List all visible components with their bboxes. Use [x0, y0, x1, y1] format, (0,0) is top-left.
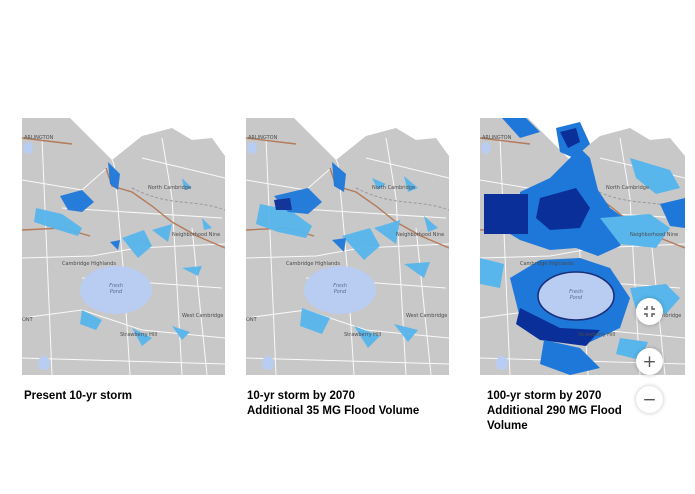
map-panel-10yr-2070: ARLINGTON North Cambridge Cambridge High…	[246, 118, 449, 375]
label-north-cambridge: North Cambridge	[372, 185, 416, 191]
label-strawberry-hill: Strawberry Hill	[578, 332, 616, 338]
caption-10yr-2070: 10-yr storm by 2070 Additional 35 MG Flo…	[247, 389, 447, 419]
map-image	[22, 118, 225, 375]
label-neighborhood-nine: Neighborhood Nine	[630, 232, 679, 238]
label-north-cambridge: North Cambridge	[606, 185, 650, 191]
label-arlington: ARLINGTON	[248, 135, 278, 141]
caption-line: 100-yr storm by 2070	[487, 390, 602, 402]
label-strawberry-hill: Strawberry Hill	[120, 332, 158, 338]
zoom-out-button[interactable]: −	[636, 386, 663, 413]
fit-view-button[interactable]	[636, 298, 663, 325]
fresh-pond	[80, 266, 152, 314]
caption-present-10yr: Present 10-yr storm	[24, 389, 224, 404]
fresh-pond	[304, 266, 376, 314]
zoom-in-button[interactable]: +	[636, 348, 663, 375]
label-arlington: ARLINGTON	[482, 135, 512, 141]
label-mont: ONT	[22, 317, 33, 323]
label-strawberry-hill: Strawberry Hill	[344, 332, 382, 338]
label-cambridge-highlands: Cambridge Highlands	[520, 261, 574, 267]
flood-overlay	[256, 162, 438, 348]
pond-small	[262, 356, 274, 370]
label-arlington: ARLINGTON	[24, 135, 54, 141]
label-mont: ONT	[246, 317, 257, 323]
label-fresh-pond: Fresh Pond	[333, 283, 347, 295]
label-neighborhood-nine: Neighborhood Nine	[396, 232, 445, 238]
flood-overlay	[34, 162, 212, 346]
label-west-cambridge: West Cambridge	[406, 313, 448, 319]
map-image	[246, 118, 449, 375]
water-arlington	[247, 142, 257, 154]
caption-100yr-2070: 100-yr storm by 2070 Additional 290 MG F…	[487, 389, 687, 434]
label-fresh-pond: Fresh Pond	[569, 289, 583, 301]
label-cambridge-highlands: Cambridge Highlands	[62, 261, 116, 267]
caption-line: Present 10-yr storm	[24, 390, 133, 402]
highway	[131, 187, 225, 211]
collapse-arrows-icon	[644, 306, 655, 317]
pond-small	[38, 356, 50, 370]
label-neighborhood-nine: Neighborhood Nine	[172, 232, 221, 238]
label-fresh-pond: Fresh Pond	[109, 283, 123, 295]
pond-small	[496, 356, 508, 370]
caption-line: Additional 35 MG Flood Volume	[247, 405, 420, 417]
highway	[355, 187, 449, 211]
label-north-cambridge: North Cambridge	[148, 185, 192, 191]
map-panel-present-10yr: ARLINGTON North Cambridge Cambridge High…	[22, 118, 225, 375]
map-image	[480, 118, 685, 375]
caption-line: Volume	[487, 420, 528, 432]
label-west-cambridge: West Cambridge	[182, 313, 224, 319]
water-arlington	[23, 142, 33, 154]
water-arlington	[481, 142, 491, 154]
caption-line: Additional 290 MG Flood	[487, 405, 622, 417]
label-cambridge-highlands: Cambridge Highlands	[286, 261, 340, 267]
map-panel-100yr-2070: ARLINGTON North Cambridge Cambridge High…	[480, 118, 685, 375]
caption-line: 10-yr storm by 2070	[247, 390, 356, 402]
fresh-pond	[537, 271, 615, 321]
